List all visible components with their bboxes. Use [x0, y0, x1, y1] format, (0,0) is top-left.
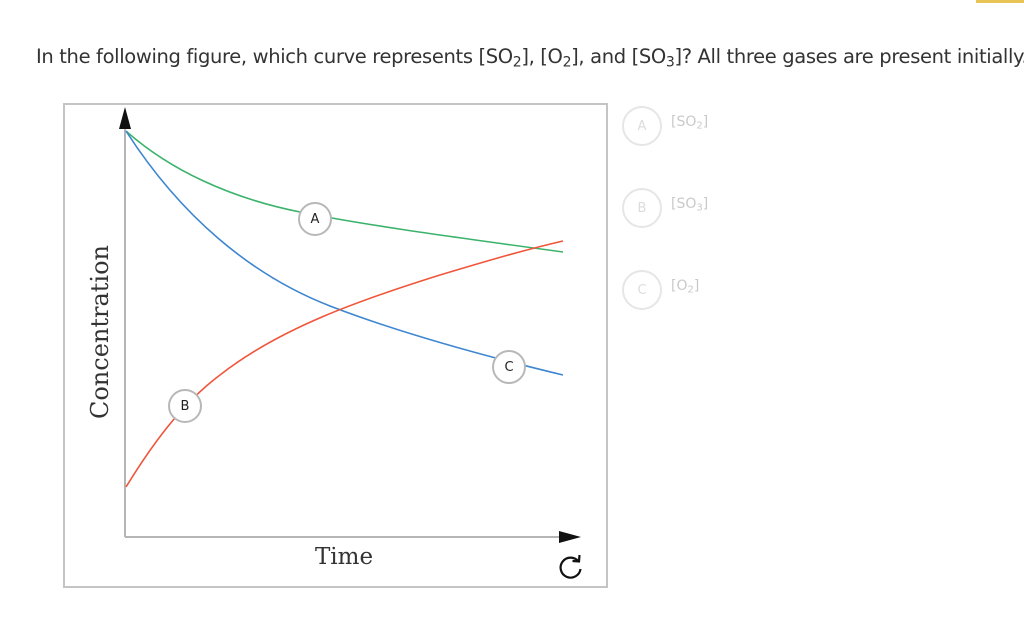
option-c[interactable]: C [O2]: [622, 270, 699, 310]
question-text-part: In the following figure, which curve rep…: [36, 45, 513, 68]
option-label-subscript: 2: [687, 284, 694, 296]
option-a-radio[interactable]: A: [622, 106, 662, 146]
option-c-radio[interactable]: C: [622, 270, 662, 310]
option-label-subscript: 3: [696, 202, 703, 214]
question-subscript: 3: [665, 54, 675, 71]
curve-c-line: [125, 130, 564, 376]
option-label-text: ]: [693, 278, 700, 294]
option-label-subscript: 2: [696, 120, 703, 132]
reset-icon[interactable]: [556, 552, 586, 582]
option-label-text: [SO: [671, 114, 697, 130]
question-text-part: ], and [SO: [571, 45, 666, 68]
option-label-text: [SO: [671, 196, 697, 212]
curve-b-line: [125, 240, 564, 488]
top-accent-bar: [976, 0, 1024, 3]
option-a[interactable]: A [SO2]: [622, 106, 708, 146]
y-axis-arrow-icon: [119, 107, 131, 129]
option-b-label: [SO3]: [671, 196, 709, 214]
curve-marker-a: A: [298, 202, 332, 236]
question-text: In the following figure, which curve rep…: [36, 45, 1024, 71]
question-subscript: 2: [512, 54, 522, 71]
curve-marker-b: B: [168, 389, 202, 423]
figure-frame: [63, 103, 608, 588]
option-b[interactable]: B [SO3]: [622, 188, 708, 228]
option-label-text: ]: [702, 196, 709, 212]
curve-marker-c: C: [492, 350, 526, 384]
option-label-text: ]: [702, 114, 709, 130]
x-axis-arrow-icon: [559, 531, 581, 543]
curve-a-line: [125, 130, 564, 253]
question-text-part: ], [O: [521, 45, 563, 68]
question-text-part: ]? All three gases are present initially…: [674, 45, 1024, 68]
option-b-radio[interactable]: B: [622, 188, 662, 228]
x-axis-label: Time: [314, 544, 374, 570]
option-c-label: [O2]: [671, 278, 700, 296]
y-axis-label: Concentration: [86, 244, 114, 420]
option-a-label: [SO2]: [671, 114, 709, 132]
option-label-text: [O: [671, 278, 688, 294]
question-subscript: 2: [562, 54, 572, 71]
